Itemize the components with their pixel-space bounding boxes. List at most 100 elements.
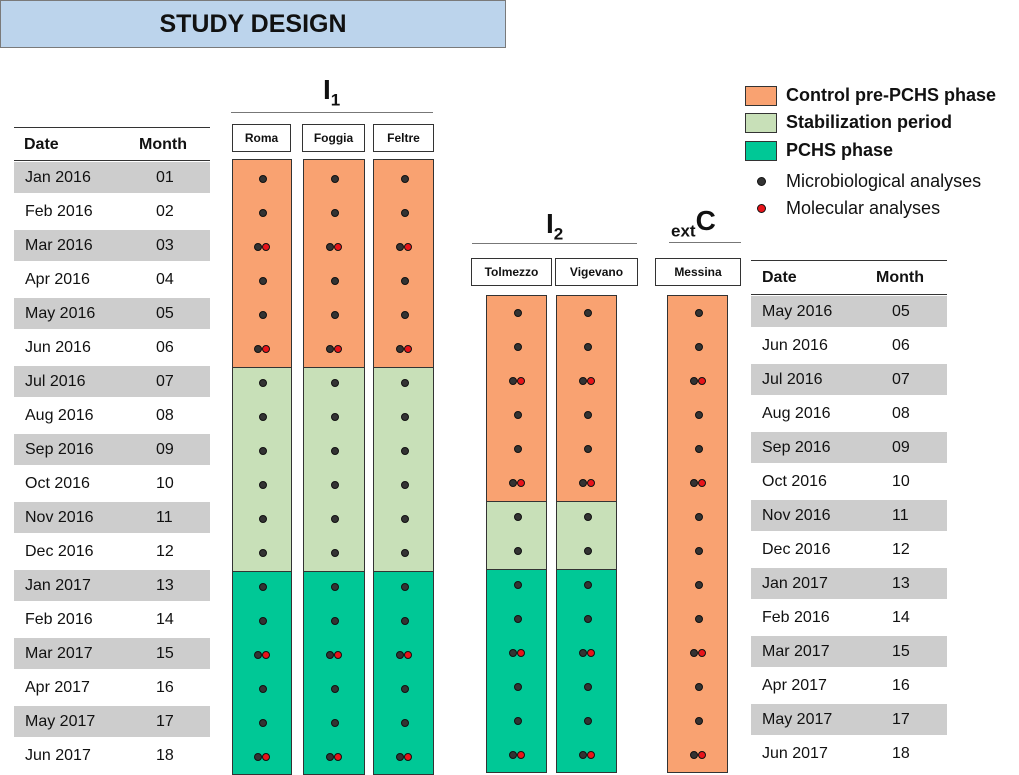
left-table-month-cell: 06 [156, 338, 174, 356]
microbiological-dot [400, 209, 409, 217]
left-table-date-cell: Sep 2016 [25, 440, 94, 458]
molecular-dot [516, 377, 525, 385]
left-table-date-cell: Aug 2016 [25, 406, 94, 424]
molecular-dot [516, 751, 525, 759]
microbiological-dot [400, 515, 409, 523]
site-label-feltre: Feltre [373, 124, 434, 152]
left-table-row: Aug 2016 08 [14, 400, 210, 431]
microbiological-dot [259, 209, 267, 217]
right-table-row: May 2017 17 [751, 704, 947, 735]
right-table-row: Dec 2016 12 [751, 534, 947, 565]
microbiological-dot [331, 481, 339, 489]
microbiological-dot [395, 651, 404, 659]
microbiological-dot [331, 719, 339, 727]
left-table-row: Mar 2017 15 [14, 638, 210, 669]
microbiological-dot [583, 717, 592, 725]
group-label-extc: extC [671, 205, 716, 241]
site-label-messina: Messina [655, 258, 741, 286]
legend-dot-mol [757, 204, 766, 213]
legend-label: Microbiological analyses [786, 171, 982, 191]
molecular-dot [334, 345, 342, 353]
microbiological-dot [254, 753, 262, 761]
molecular-dot [262, 243, 270, 251]
microbiological-dot [513, 683, 522, 691]
microbiological-dot [508, 377, 517, 385]
molecular-dot [697, 377, 706, 385]
microbiological-dot [583, 581, 592, 589]
left-table-date-header: Date [24, 136, 59, 153]
microbiological-dot [259, 719, 267, 727]
microbiological-dot [331, 311, 339, 319]
left-table-date-cell: Jul 2016 [25, 372, 86, 390]
left-table-month-cell: 18 [156, 746, 174, 764]
microbiological-dot [395, 243, 404, 251]
microbiological-dot [689, 479, 698, 487]
microbiological-dot [578, 479, 587, 487]
left-table-row: Mar 2016 03 [14, 230, 210, 261]
left-table-month-cell: 04 [156, 270, 174, 288]
microbiological-dot [326, 243, 334, 251]
microbiological-dot [259, 617, 267, 625]
legend-swatch-stabilization [745, 113, 777, 133]
left-table-row: Apr 2017 16 [14, 672, 210, 703]
legend-dot-micro [757, 177, 766, 186]
right-table-date-cell: Nov 2016 [762, 506, 831, 524]
microbiological-dot [259, 175, 267, 183]
microbiological-dot [689, 649, 698, 657]
microbiological-dot [395, 753, 404, 761]
phase-block-stabilization [304, 367, 364, 571]
microbiological-dot [259, 549, 267, 557]
microbiological-dot [694, 411, 703, 419]
microbiological-dot [400, 685, 409, 693]
right-table-date-cell: May 2017 [762, 710, 833, 728]
left-table-row: May 2016 05 [14, 298, 210, 329]
microbiological-dot [331, 209, 339, 217]
left-table-date-cell: Oct 2016 [25, 474, 90, 492]
left-table-date-cell: Jun 2017 [25, 746, 91, 764]
left-table-month-cell: 17 [156, 712, 174, 730]
left-table-month-cell: 16 [156, 678, 174, 696]
legend-label: Stabilization period [786, 112, 953, 132]
microbiological-dot [694, 581, 703, 589]
microbiological-dot [259, 379, 267, 387]
microbiological-dot [259, 413, 267, 421]
right-table-date-cell: Jun 2016 [762, 336, 828, 354]
right-table-row: Aug 2016 08 [751, 398, 947, 429]
phase-block-control [487, 296, 546, 501]
microbiological-dot [694, 547, 703, 555]
right-table-month-cell: 17 [892, 710, 910, 728]
left-table-month-header: Month [139, 136, 187, 153]
microbiological-dot [259, 685, 267, 693]
left-table-date-cell: May 2017 [25, 712, 96, 730]
left-table-date-cell: Feb 2016 [25, 202, 93, 220]
microbiological-dot [513, 309, 522, 317]
left-table-date-cell: Feb 2016 [25, 610, 93, 628]
microbiological-dot [583, 309, 592, 317]
left-table-month-cell: 10 [156, 474, 174, 492]
left-table-row: Nov 2016 11 [14, 502, 210, 533]
molecular-dot [697, 649, 706, 657]
left-table-date-cell: Jun 2016 [25, 338, 91, 356]
left-table-month-cell: 02 [156, 202, 174, 220]
right-table-date-cell: Sep 2016 [762, 438, 831, 456]
microbiological-dot [508, 649, 517, 657]
right-table-month-cell: 10 [892, 472, 910, 490]
right-table-date-cell: Jun 2017 [762, 744, 828, 762]
right-table-month-cell: 12 [892, 540, 910, 558]
microbiological-dot [583, 547, 592, 555]
left-table-date-cell: Apr 2016 [25, 270, 90, 288]
microbiological-dot [254, 651, 262, 659]
right-table-date-cell: Jul 2016 [762, 370, 823, 388]
microbiological-dot [583, 615, 592, 623]
phase-block-pchs [233, 571, 291, 774]
left-table-row: Feb 2016 02 [14, 196, 210, 227]
molecular-dot [262, 345, 270, 353]
right-table-month-cell: 07 [892, 370, 910, 388]
left-table-row: May 2017 17 [14, 706, 210, 737]
right-table-row: Oct 2016 10 [751, 466, 947, 497]
left-table-row: Jan 2017 13 [14, 570, 210, 601]
phase-block-stabilization [374, 367, 433, 571]
microbiological-dot [513, 445, 522, 453]
molecular-dot [697, 751, 706, 759]
right-table-date-header: Date [762, 269, 797, 286]
